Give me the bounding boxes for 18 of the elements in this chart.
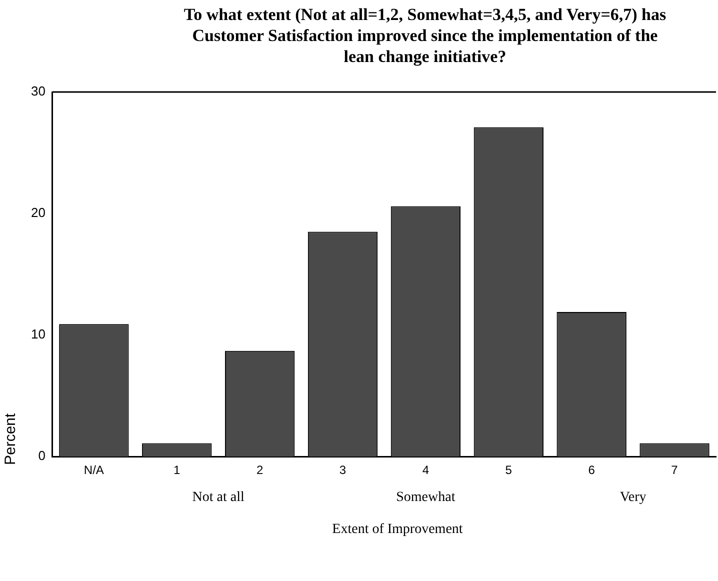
y-tick-label: 10 — [30, 326, 46, 342]
x-axis-title: Extent of Improvement — [331, 522, 464, 538]
text: Very — [620, 490, 646, 506]
x-tick-label: N/A — [84, 463, 104, 478]
y-tick-label: 20 — [30, 205, 46, 220]
y-axis-title: Percent — [2, 412, 19, 465]
text: Somewhat — [396, 490, 456, 506]
x-tick-label: 6 — [588, 463, 596, 478]
x-tick-label: 2 — [256, 463, 264, 478]
x-tick-label: 1 — [174, 463, 181, 478]
y-tick-label: 30 — [30, 84, 46, 99]
chart-title: To what extent (Not at all=1,2, Somewhat=3,4,5, and Very=6,7) has Customer Satisfaction improved since the implementation of the lean change initiative? — [182, 4, 668, 67]
x-tick-label: 4 — [422, 463, 430, 478]
y-tick-label: 0 — [38, 448, 46, 464]
x-tick-label: 7 — [671, 463, 678, 478]
x-tick-label: 5 — [505, 463, 512, 478]
text: Not at all — [192, 490, 244, 506]
x-tick-label: 3 — [339, 463, 346, 478]
